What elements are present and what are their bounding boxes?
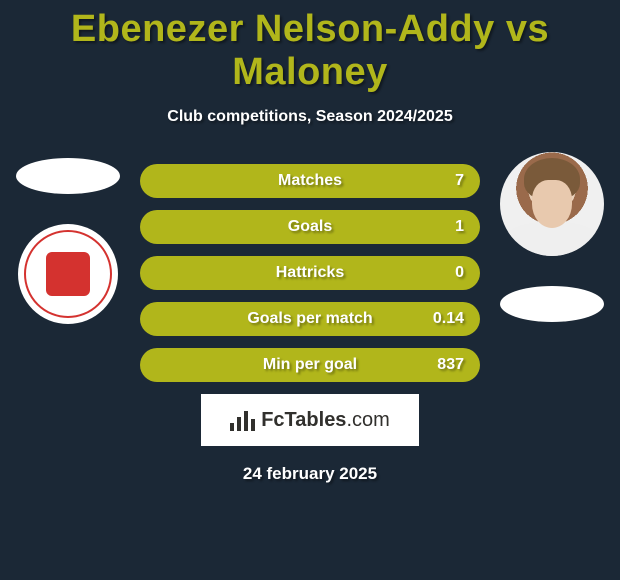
stat-row-matches: Matches 7 xyxy=(140,164,480,198)
player-left-column xyxy=(8,158,128,324)
fctables-logo: FcTables.com xyxy=(201,394,419,446)
stat-row-goals: Goals 1 xyxy=(140,210,480,244)
player-right-column xyxy=(492,158,612,322)
stat-value-right: 0.14 xyxy=(433,310,464,328)
stat-label: Goals xyxy=(288,218,332,236)
player-left-club-badge xyxy=(18,224,118,324)
stat-value-right: 1 xyxy=(455,218,464,236)
player-right-photo xyxy=(500,152,604,256)
stat-label: Goals per match xyxy=(247,310,372,328)
stat-row-hattricks: Hattricks 0 xyxy=(140,256,480,290)
logo-text-light: .com xyxy=(346,409,389,431)
player-left-avatar-placeholder xyxy=(16,158,120,194)
stat-row-goals-per-match: Goals per match 0.14 xyxy=(140,302,480,336)
stat-label: Matches xyxy=(278,172,342,190)
snapshot-date: 24 february 2025 xyxy=(0,464,620,484)
stat-label: Hattricks xyxy=(276,264,344,282)
logo-text-bold: FcTables xyxy=(261,409,346,431)
bar-chart-icon xyxy=(230,409,255,431)
logo-text: FcTables.com xyxy=(261,409,390,432)
stat-value-right: 837 xyxy=(437,356,464,374)
stat-row-min-per-goal: Min per goal 837 xyxy=(140,348,480,382)
comparison-panel: Matches 7 Goals 1 Hattricks 0 Goals per … xyxy=(0,164,620,484)
stat-label: Min per goal xyxy=(263,356,357,374)
club-badge-ring-icon xyxy=(24,230,112,318)
page-title: Ebenezer Nelson-Addy vs Maloney xyxy=(0,0,620,94)
stats-list: Matches 7 Goals 1 Hattricks 0 Goals per … xyxy=(140,164,480,382)
player-right-club-placeholder xyxy=(500,286,604,322)
stat-value-right: 7 xyxy=(455,172,464,190)
subtitle: Club competitions, Season 2024/2025 xyxy=(0,108,620,126)
stat-value-right: 0 xyxy=(455,264,464,282)
